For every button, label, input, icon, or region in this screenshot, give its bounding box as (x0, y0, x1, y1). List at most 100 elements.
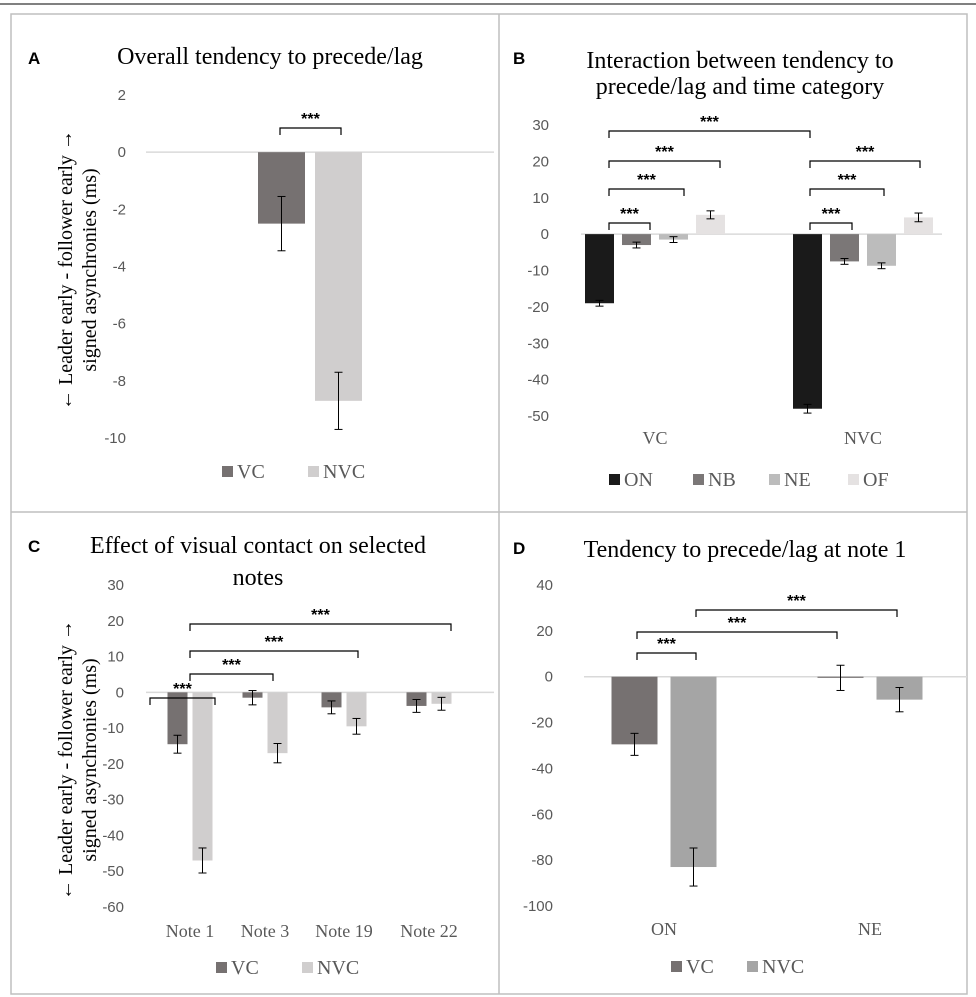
bar-nb (830, 234, 859, 262)
significance-bracket (149, 697, 216, 705)
significance-label: *** (311, 607, 330, 624)
y-tick-label: 20 (532, 153, 549, 170)
legend-label: OF (863, 469, 889, 491)
y-tick-label: 0 (541, 226, 549, 243)
category-label: Note 22 (400, 921, 458, 941)
y-tick-label: 0 (116, 684, 124, 701)
chart-title: notes (233, 565, 284, 591)
y-tick-label: -2 (113, 201, 126, 218)
significance-label: *** (657, 636, 676, 653)
legend-label: VC (231, 957, 259, 979)
y-tick-label: 10 (532, 190, 549, 207)
bar-vc (321, 692, 342, 708)
significance-bracket (636, 631, 838, 639)
y-tick-label: -40 (531, 760, 553, 777)
y-axis-label-line: signed asynchronies (ms) (79, 168, 101, 371)
significance-label: *** (265, 634, 284, 651)
panel-b: B Interaction between tendency toprecede/… (513, 48, 942, 491)
significance-label: *** (728, 615, 747, 632)
y-axis-label: ← Leader early - follower early → signed … (55, 130, 101, 410)
legend-label: ON (624, 469, 653, 491)
bar-nvc (346, 692, 367, 727)
legend-label: NVC (317, 957, 359, 979)
bar-nvc (315, 152, 362, 401)
chart-title: Interaction between tendency to (586, 48, 893, 74)
y-tick-label: 30 (107, 577, 124, 594)
y-tick-label: 2 (118, 87, 126, 104)
y-tick-label: 40 (536, 577, 553, 594)
y-tick-label: -30 (527, 335, 549, 352)
significance-bracket (695, 609, 898, 617)
legend-swatch-vc (222, 466, 233, 477)
bar-vc (167, 692, 188, 745)
category-label: NE (858, 919, 882, 939)
y-tick-label: -4 (113, 259, 126, 276)
bar-nvc (267, 692, 288, 754)
bar-nvc (192, 692, 213, 861)
y-tick-label: -20 (527, 299, 549, 316)
y-tick-label: -60 (531, 806, 553, 823)
y-tick-label: -40 (527, 372, 549, 389)
bar-ne (867, 234, 896, 266)
y-tick-label: 0 (118, 144, 126, 161)
panel-letter: B (513, 49, 525, 68)
category-label: ON (651, 919, 677, 939)
legend-label: NVC (323, 461, 365, 483)
y-tick-label: -30 (102, 792, 124, 809)
y-tick-label: -50 (102, 863, 124, 880)
significance-bracket (189, 650, 359, 658)
significance-bracket (189, 623, 452, 631)
chart-title: Overall tendency to precede/lag (117, 44, 423, 70)
panel-letter: C (28, 537, 40, 556)
legend-swatch-vc (671, 961, 682, 972)
y-tick-label: 0 (545, 669, 553, 686)
significance-label: *** (173, 681, 192, 698)
category-label: Note 1 (166, 921, 215, 941)
significance-bracket (809, 188, 885, 196)
chart-title: precede/lag and time category (596, 74, 885, 100)
legend-swatch-nb (693, 474, 704, 485)
y-tick-label: 10 (107, 649, 124, 666)
legend-swatch-on (609, 474, 620, 485)
significance-bracket (809, 222, 853, 230)
y-tick-label: -60 (102, 899, 124, 916)
y-tick-label: 30 (532, 117, 549, 134)
significance-label: *** (700, 114, 719, 131)
legend-swatch-ne (769, 474, 780, 485)
significance-label: *** (838, 172, 857, 189)
significance-bracket (809, 160, 921, 168)
significance-bracket (279, 127, 342, 135)
category-label: Note 3 (241, 921, 290, 941)
legend-label: NB (708, 469, 736, 491)
legend-label: VC (686, 956, 714, 978)
y-tick-label: -20 (531, 715, 553, 732)
bar-of (696, 214, 725, 235)
significance-label: *** (787, 593, 806, 610)
bar-nb (622, 234, 651, 246)
legend-swatch-nvc (302, 962, 313, 973)
y-tick-label: -40 (102, 827, 124, 844)
significance-label: *** (655, 144, 674, 161)
significance-bracket (636, 652, 697, 660)
chart-title: Tendency to precede/lag at note 1 (584, 537, 907, 563)
panel-a: A Overall tendency to precede/lag 2 0 -2 -4 -6… (28, 44, 494, 483)
bar-on (793, 234, 822, 409)
figure-frame (10, 13, 968, 995)
y-tick-label: -80 (531, 852, 553, 869)
significance-label: *** (637, 172, 656, 189)
significance-label: *** (856, 144, 875, 161)
legend-label: VC (237, 461, 265, 483)
panel-d: D Tendency to precede/lag at note 1 40 20 0 -… (513, 537, 967, 978)
y-axis-label: ← Leader early - follower early → signed … (55, 620, 101, 900)
legend-swatch-vc (216, 962, 227, 973)
legend-label: NE (784, 469, 811, 491)
bar-nvc (670, 676, 717, 868)
panel-letter: A (28, 49, 40, 68)
legend-swatch-nvc (308, 466, 319, 477)
bar-of (904, 217, 933, 235)
y-tick-label: -50 (527, 408, 549, 425)
y-tick-label: 20 (107, 613, 124, 630)
legend-swatch-of (848, 474, 859, 485)
